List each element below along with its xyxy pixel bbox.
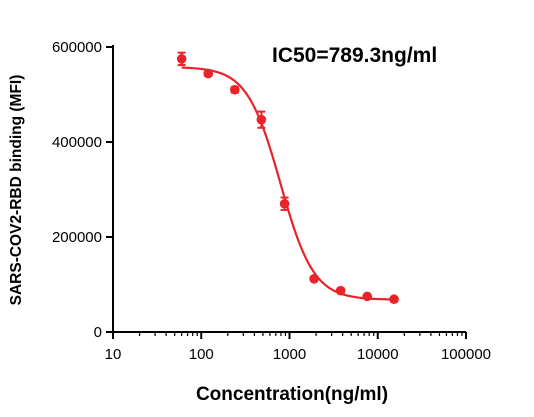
- data-point: [256, 110, 267, 129]
- y-tick-label: 0: [94, 324, 102, 341]
- point-marker: [335, 285, 346, 296]
- y-tick-label: 400000: [52, 134, 102, 151]
- x-tick-label: 10000: [357, 346, 399, 363]
- x-tick-label: 100000: [441, 346, 491, 363]
- x-axis-title: Concentration(ng/ml): [196, 384, 388, 405]
- data-point: [362, 291, 373, 302]
- point-marker: [362, 291, 373, 302]
- data-point: [389, 294, 399, 305]
- ic50-annotation: IC50=789.3ng/ml: [272, 44, 437, 67]
- point-marker: [230, 84, 240, 95]
- point-marker: [256, 114, 267, 125]
- point-marker: [389, 294, 399, 305]
- y-tick-label: 200000: [52, 229, 102, 246]
- y-axis-title: SARS-COV2-RBD binding (MFI): [8, 75, 25, 306]
- data-point: [230, 84, 240, 95]
- data-point: [176, 51, 187, 67]
- x-tick-label: 100: [189, 346, 214, 363]
- data-point: [279, 196, 290, 211]
- point-marker: [309, 274, 319, 284]
- point-marker: [176, 54, 187, 64]
- x-tick-label: 1000: [273, 346, 306, 363]
- data-point: [309, 274, 319, 284]
- axes: 10 100 1000 10000 100000 0 200000 400000 600000: [52, 39, 491, 363]
- fit-curve: [181, 66, 395, 301]
- point-marker: [203, 68, 214, 79]
- fit-line: [181, 66, 395, 301]
- data-point: [203, 68, 214, 79]
- data-points: [176, 51, 399, 305]
- x-tick-label: 10: [105, 346, 122, 363]
- data-point: [335, 285, 346, 296]
- y-tick-label: 600000: [52, 39, 102, 56]
- point-marker: [279, 198, 290, 209]
